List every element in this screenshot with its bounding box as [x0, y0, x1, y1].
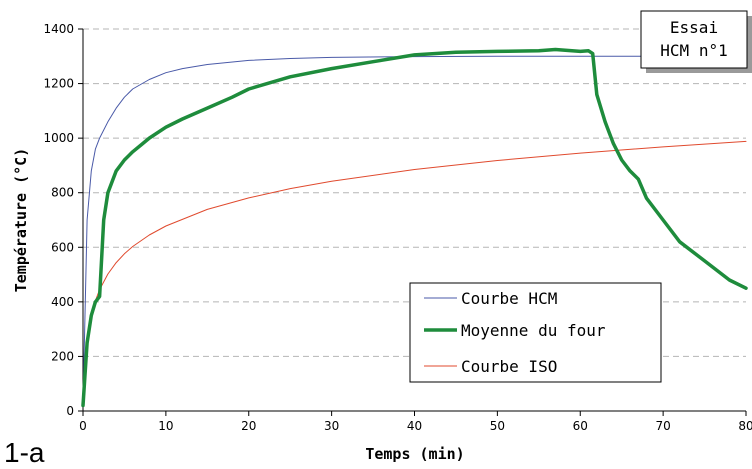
y-tick-label: 1200 [43, 77, 74, 91]
y-tick-label: 800 [51, 186, 74, 200]
x-tick-label: 0 [79, 419, 87, 433]
y-tick-label: 1000 [43, 131, 74, 145]
panel-label: 1-a [4, 437, 45, 468]
y-tick-label: 400 [51, 295, 74, 309]
series-line-moyenne-du-four [81, 47, 748, 408]
gridlines [83, 28, 746, 357]
x-tick-label: 70 [655, 419, 670, 433]
x-tick-label: 40 [407, 419, 422, 433]
x-tick-label: 30 [324, 419, 339, 433]
y-tick-label: 1400 [43, 22, 74, 36]
x-axis-title: Temps (min) [365, 445, 464, 463]
y-axis-title: Température (°C) [12, 148, 30, 293]
axis-ticks: 0 200 400 600 800 1000 1200 1400 0 10 20 30 40 50 60 70… [43, 22, 752, 433]
x-tick-label: 10 [158, 419, 173, 433]
legend-label-courbe-iso: Courbe ISO [461, 357, 557, 376]
x-tick-label: 50 [490, 419, 505, 433]
legend: Courbe HCM Moyenne du four Courbe ISO [409, 282, 662, 383]
annotation-frame [640, 10, 748, 69]
y-tick-label: 200 [51, 349, 74, 363]
annotation-line-2: HCM n°1 [660, 41, 727, 60]
annotation-box: Essai HCM n°1 [640, 10, 752, 73]
x-tick-label: 20 [241, 419, 256, 433]
x-tick-label: 60 [573, 419, 588, 433]
series-line-courbe-hcm [82, 55, 747, 406]
y-tick-label: 0 [66, 404, 74, 418]
legend-label-courbe-hcm: Courbe HCM [461, 289, 557, 308]
series-lines [81, 47, 748, 408]
annotation-line-1: Essai [670, 18, 718, 37]
y-tick-label: 600 [51, 240, 74, 254]
x-tick-label: 80 [738, 419, 752, 433]
legend-label-moyenne-du-four: Moyenne du four [461, 321, 606, 340]
